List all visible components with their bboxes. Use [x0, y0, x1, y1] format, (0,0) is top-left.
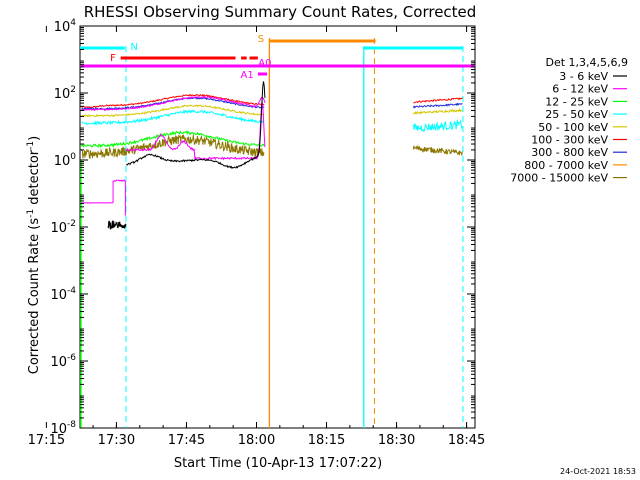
series-50-100-kev: [412, 107, 463, 116]
series-7000-15000-kev: [412, 144, 463, 156]
series-7000-15000-kev: [81, 134, 265, 159]
y-tick-exp: -6: [67, 353, 76, 363]
y-tick-exp: -8: [67, 420, 76, 430]
y-tick-base: 10: [50, 288, 67, 303]
x-tick-label-1: 17:30: [98, 433, 135, 448]
y-tick-label-2: 10-4: [50, 286, 76, 303]
series-100-300-kev: [413, 97, 463, 104]
footer-date: 24-Oct-2021 18:53: [560, 467, 636, 476]
series-100-300-kev: [81, 93, 265, 109]
y-tick-base: 10: [54, 87, 71, 102]
x-tick-label-0: 17:15: [28, 433, 65, 448]
y-tick-exp: 2: [70, 85, 76, 95]
flag-label-a0: A0: [258, 58, 271, 69]
series-3-6-kev: [125, 81, 266, 170]
y-axis-label-sup: -1: [26, 209, 36, 218]
legend-label-5: 100 - 300 keV: [531, 134, 608, 147]
chart-title: RHESSI Observing Summary Count Rates, Co…: [84, 3, 477, 21]
legend-label-6: 300 - 800 keV: [531, 146, 608, 159]
y-tick-label-4: 100: [54, 152, 77, 169]
y-axis-label-end: ): [27, 136, 42, 141]
legend-label-2: 12 - 25 keV: [545, 95, 608, 108]
flag-bars: N F S A0 A1: [80, 34, 475, 81]
y-tick-base: 10: [54, 20, 71, 35]
x-tick-label-4: 18:15: [308, 433, 345, 448]
flag-label-n: N: [130, 42, 137, 53]
series-25-50-kev: [412, 119, 463, 132]
x-tick-label-2: 17:45: [168, 433, 205, 448]
legend-title: Det 1,3,4,5,6,9: [545, 56, 628, 69]
series-50-100-kev: [81, 104, 265, 118]
x-tick-label-3: 18:00: [238, 433, 275, 448]
legend-label-3: 25 - 50 keV: [545, 108, 608, 121]
y-axis-label-mid: detector: [27, 149, 42, 209]
series-6-12-kev-bg: [81, 95, 266, 111]
series-12-25-kev: [80, 130, 265, 149]
flag-label-s: S: [258, 34, 264, 45]
y-tick-exp: 4: [70, 18, 76, 28]
y-tick-label-5: 102: [54, 85, 76, 102]
y-axis-label-sup2: -1: [26, 141, 36, 150]
y-tick-label-1: 10-6: [50, 353, 76, 370]
y-tick-exp: 0: [70, 152, 76, 162]
series-300-800-kev: [81, 96, 265, 111]
y-tick-exp: -4: [67, 286, 76, 296]
y-tick-label-3: 10-2: [50, 219, 76, 236]
x-axis-label: Start Time (10-Apr-13 17:07:22): [174, 456, 382, 471]
y-tick-exp: -2: [67, 219, 76, 229]
axes: 17:15 17:30 17:45 18:00 18:15 18:30 18:4510-81…: [28, 18, 486, 448]
series-curves: [80, 81, 463, 230]
series-300-800-kev: [412, 102, 463, 109]
flag-label-f: F: [110, 53, 116, 64]
series-25-50-kev: [81, 109, 265, 126]
y-tick-base: 10: [54, 154, 71, 169]
plot-area: [79, 25, 476, 429]
y-tick-label-6: 104: [54, 18, 77, 35]
plot-frame: [79, 25, 476, 429]
legend-label-4: 50 - 100 keV: [538, 121, 608, 134]
x-tick-label-5: 18:30: [378, 433, 415, 448]
series-6-12-kev-mid: [126, 100, 266, 161]
y-tick-base: 10: [50, 221, 67, 236]
attenuator-lines: [80, 38, 464, 428]
y-tick-label-0: 10-8: [50, 420, 76, 437]
y-tick-base: 10: [50, 355, 67, 370]
y-tick-base: 10: [50, 422, 67, 437]
legend-label-0: 3 - 6 keV: [559, 70, 608, 83]
y-axis-label-main: Corrected Count Rate (s: [27, 218, 42, 375]
x-tick-label-6: 18:45: [448, 433, 485, 448]
series-3-6-kev-noise: [107, 220, 127, 230]
legend-label-7: 800 - 7000 keV: [524, 159, 608, 172]
series-6-12-kev-low: [113, 179, 126, 183]
legend-label-1: 6 - 12 keV: [552, 83, 608, 96]
y-axis-label: Corrected Count Rate (s-1 detector-1): [26, 136, 42, 374]
legend-label-8: 7000 - 15000 keV: [510, 172, 608, 185]
flag-label-a1: A1: [240, 70, 253, 81]
